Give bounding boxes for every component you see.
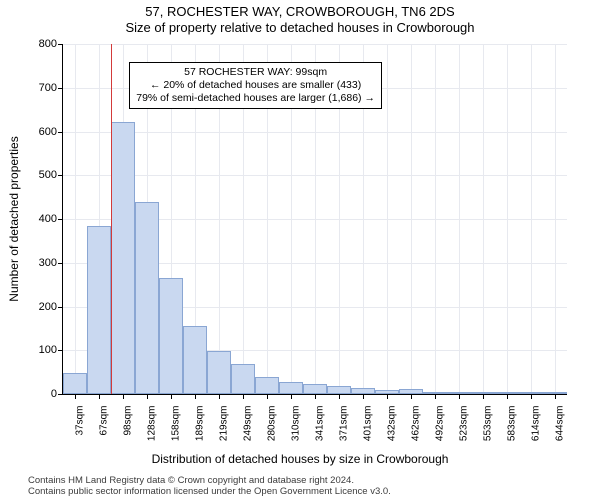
x-tick-mark — [291, 394, 292, 399]
x-tick-mark — [99, 394, 100, 399]
y-tick-mark — [58, 175, 63, 176]
x-tick-label: 128sqm — [147, 406, 158, 442]
histogram-bar — [255, 377, 279, 395]
y-tick-mark — [58, 350, 63, 351]
x-tick-mark — [363, 394, 364, 399]
gridline-vertical — [435, 44, 436, 394]
x-tick-label: 523sqm — [459, 406, 470, 442]
histogram-bar — [159, 278, 183, 394]
x-tick-mark — [531, 394, 532, 399]
y-tick-label: 0 — [51, 388, 57, 400]
x-tick-label: 614sqm — [531, 406, 542, 442]
x-tick-mark — [435, 394, 436, 399]
x-tick-mark — [315, 394, 316, 399]
x-tick-label: 219sqm — [219, 406, 230, 442]
annotation-line3: 79% of semi-detached houses are larger (… — [136, 92, 375, 105]
x-tick-mark — [123, 394, 124, 399]
y-tick-label: 400 — [39, 213, 57, 225]
y-tick-label: 300 — [39, 257, 57, 269]
y-axis-label: Number of detached properties — [7, 136, 21, 301]
footer-line2: Contains public sector information licen… — [28, 487, 391, 498]
x-tick-label: 492sqm — [435, 406, 446, 442]
y-tick-label: 600 — [39, 126, 57, 138]
x-tick-label: 310sqm — [291, 406, 302, 442]
y-tick-mark — [58, 307, 63, 308]
x-tick-label: 432sqm — [387, 406, 398, 442]
x-tick-label: 189sqm — [195, 406, 206, 442]
y-tick-mark — [58, 219, 63, 220]
annotation-line2: ← 20% of detached houses are smaller (43… — [136, 79, 375, 92]
histogram-bar — [183, 326, 207, 394]
gridline-vertical — [531, 44, 532, 394]
histogram-bar — [63, 373, 87, 394]
histogram-bar — [135, 202, 159, 394]
histogram-bar — [231, 364, 255, 394]
histogram-bar — [111, 122, 135, 394]
histogram-bar — [327, 386, 351, 394]
x-tick-label: 644sqm — [555, 406, 566, 442]
histogram-bar — [87, 226, 111, 394]
histogram-bar — [207, 351, 231, 394]
x-tick-label: 98sqm — [123, 406, 134, 436]
y-tick-mark — [58, 263, 63, 264]
y-tick-label: 800 — [39, 38, 57, 50]
y-tick-label: 100 — [39, 344, 57, 356]
y-tick-label: 500 — [39, 169, 57, 181]
y-tick-label: 200 — [39, 301, 57, 313]
chart-title-block: 57, ROCHESTER WAY, CROWBOROUGH, TN6 2DS … — [0, 0, 600, 35]
x-tick-mark — [507, 394, 508, 399]
x-tick-mark — [171, 394, 172, 399]
x-tick-mark — [339, 394, 340, 399]
x-tick-label: 249sqm — [243, 406, 254, 442]
x-tick-mark — [267, 394, 268, 399]
gridline-vertical — [75, 44, 76, 394]
plot-area: 57 ROCHESTER WAY: 99sqm ← 20% of detache… — [62, 44, 567, 395]
x-tick-mark — [195, 394, 196, 399]
gridline-vertical — [507, 44, 508, 394]
x-tick-mark — [459, 394, 460, 399]
x-tick-mark — [555, 394, 556, 399]
x-tick-label: 341sqm — [315, 406, 326, 442]
footer-attribution: Contains HM Land Registry data © Crown c… — [28, 476, 391, 498]
x-tick-label: 67sqm — [99, 406, 110, 436]
gridline-vertical — [411, 44, 412, 394]
annotation-box: 57 ROCHESTER WAY: 99sqm ← 20% of detache… — [129, 62, 382, 109]
y-tick-mark — [58, 88, 63, 89]
x-tick-label: 401sqm — [363, 406, 374, 442]
gridline-vertical — [483, 44, 484, 394]
x-tick-mark — [243, 394, 244, 399]
x-tick-label: 37sqm — [75, 406, 86, 436]
x-tick-label: 462sqm — [411, 406, 422, 442]
x-tick-mark — [483, 394, 484, 399]
y-tick-mark — [58, 44, 63, 45]
x-tick-label: 371sqm — [339, 406, 350, 442]
chart-container: 57, ROCHESTER WAY, CROWBOROUGH, TN6 2DS … — [0, 0, 600, 500]
x-tick-mark — [411, 394, 412, 399]
x-tick-mark — [387, 394, 388, 399]
x-tick-label: 553sqm — [483, 406, 494, 442]
gridline-vertical — [459, 44, 460, 394]
histogram-bar — [279, 382, 303, 394]
y-tick-mark — [58, 394, 63, 395]
x-tick-mark — [219, 394, 220, 399]
gridline-vertical — [387, 44, 388, 394]
x-tick-mark — [75, 394, 76, 399]
x-axis-label: Distribution of detached houses by size … — [0, 452, 600, 466]
marker-line — [111, 44, 112, 394]
annotation-line1: 57 ROCHESTER WAY: 99sqm — [136, 66, 375, 79]
x-tick-label: 583sqm — [507, 406, 518, 442]
y-tick-label: 700 — [39, 82, 57, 94]
chart-title-address: 57, ROCHESTER WAY, CROWBOROUGH, TN6 2DS — [0, 4, 600, 19]
x-tick-mark — [147, 394, 148, 399]
chart-subtitle: Size of property relative to detached ho… — [0, 20, 600, 35]
histogram-bar — [303, 384, 327, 394]
gridline-vertical — [555, 44, 556, 394]
y-tick-mark — [58, 132, 63, 133]
x-tick-label: 158sqm — [171, 406, 182, 442]
x-tick-label: 280sqm — [267, 406, 278, 442]
